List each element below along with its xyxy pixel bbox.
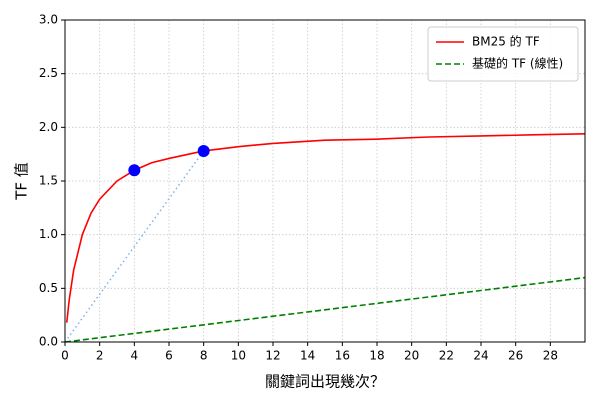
x-tick-label: 6 bbox=[165, 349, 173, 363]
x-tick-label: 8 bbox=[200, 349, 208, 363]
y-tick-label: 1.5 bbox=[39, 174, 58, 188]
line bbox=[65, 132, 586, 323]
marker bbox=[128, 164, 141, 177]
plot-frame bbox=[64, 19, 586, 343]
y-tick-label: 2.0 bbox=[39, 120, 58, 134]
x-axis-label: 關鍵詞出現幾次？ bbox=[265, 373, 385, 391]
x-tick-label: 4 bbox=[131, 349, 139, 363]
y-axis-label: TF 值 bbox=[13, 162, 31, 201]
x-tick-label: 10 bbox=[231, 349, 246, 363]
y-tick-label: 0.5 bbox=[39, 281, 58, 295]
x-tick-label: 20 bbox=[404, 349, 419, 363]
x-tick-label: 28 bbox=[543, 349, 558, 363]
y-tick-label: 3.0 bbox=[39, 13, 58, 27]
y-tick-label: 0.0 bbox=[39, 335, 58, 349]
x-tick-label: 24 bbox=[473, 349, 488, 363]
legend-box bbox=[427, 26, 579, 82]
line bbox=[64, 276, 586, 343]
x-tick-label: 16 bbox=[335, 349, 350, 363]
x-tick-label: 0 bbox=[61, 349, 69, 363]
y-tick-label: 1.0 bbox=[39, 227, 58, 241]
legend-label: BM25 的 TF bbox=[472, 34, 540, 49]
x-tick-label: 18 bbox=[369, 349, 384, 363]
x-tick-label: 22 bbox=[439, 349, 454, 363]
x-tick-label: 12 bbox=[265, 349, 280, 363]
legend-label: 基礎的 TF (線性) bbox=[472, 56, 563, 71]
x-tick-label: 14 bbox=[300, 349, 315, 363]
marker bbox=[197, 144, 210, 157]
x-tick-label: 2 bbox=[96, 349, 104, 363]
guide-line bbox=[64, 150, 205, 343]
y-tick-label: 2.5 bbox=[39, 66, 58, 80]
x-tick-label: 26 bbox=[508, 349, 523, 363]
